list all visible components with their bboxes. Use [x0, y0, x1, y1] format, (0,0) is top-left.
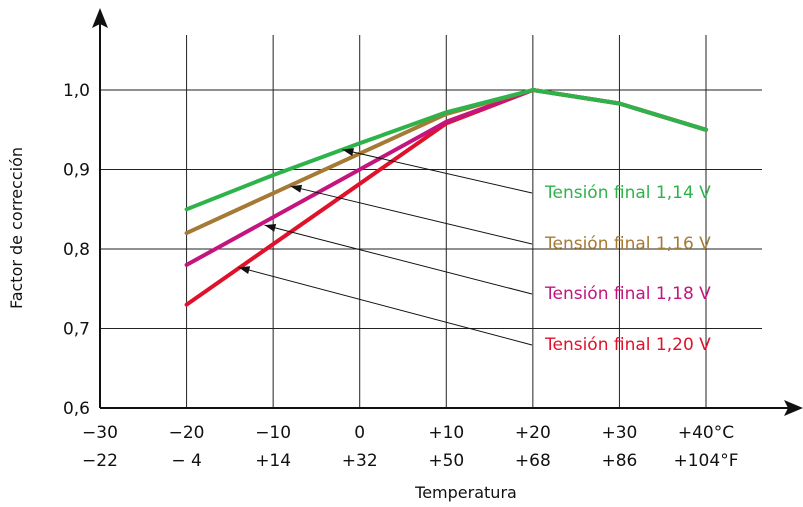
leader-line [342, 149, 533, 194]
grid [100, 35, 762, 408]
x-tick-label-fahrenheit: +104°F [674, 451, 739, 471]
leader-arrowhead [264, 224, 277, 232]
x-tick-label-fahrenheit: − 4 [171, 451, 201, 471]
x-tick-label-fahrenheit: +50 [428, 451, 464, 471]
series-line [184, 88, 708, 212]
x-tick-label-fahrenheit: +14 [255, 451, 291, 471]
y-tick-label: 0,7 [63, 320, 90, 340]
series-label: Tensión final 1,16 V [544, 234, 711, 254]
y-axis-arrowhead [92, 8, 108, 28]
y-axis-label: Factor de corrección [7, 147, 26, 309]
tick-labels: 0,6 0,7 0,8 0,9 1,0 −30 −22 −20 − 4 −10 +14 0 +32 +10… [63, 81, 739, 471]
y-tick-label: 0,6 [63, 399, 90, 419]
leader-arrowhead [290, 184, 303, 193]
x-tick-label-celsius: +40°C [678, 423, 734, 443]
leader-arrowhead [342, 148, 355, 156]
y-tick-label: 0,8 [63, 240, 90, 260]
x-tick-label-fahrenheit: −22 [82, 451, 118, 471]
x-tick-label-celsius: −20 [169, 423, 205, 443]
y-tick-label: 0,9 [63, 161, 90, 181]
series-lines [184, 88, 708, 307]
leader-line [238, 266, 533, 346]
x-tick-label-celsius: −10 [255, 423, 291, 443]
x-tick-label-fahrenheit: +86 [601, 451, 637, 471]
x-tick-label-fahrenheit: +32 [342, 451, 378, 471]
y-tick-label: 1,0 [63, 81, 90, 101]
leader-line [264, 224, 533, 295]
x-axis-label: Temperatura [414, 483, 517, 502]
x-tick-label-celsius: 0 [354, 423, 365, 443]
leader-line [290, 185, 533, 245]
x-axis-arrowhead [784, 400, 803, 416]
x-tick-label-celsius: +20 [515, 423, 551, 443]
x-tick-label-celsius: +30 [601, 423, 637, 443]
series-label: Tensión final 1,20 V [544, 335, 711, 355]
leader-arrowhead [238, 266, 251, 274]
axes [92, 8, 803, 416]
x-tick-label-celsius: −30 [82, 423, 118, 443]
x-tick-label-celsius: +10 [428, 423, 464, 443]
series-label: Tensión final 1,14 V [544, 183, 711, 203]
series-annotations: Tensión final 1,14 V Tensión final 1,16 V… [238, 148, 711, 355]
x-tick-label-fahrenheit: +68 [515, 451, 551, 471]
series-label: Tensión final 1,18 V [544, 284, 711, 304]
